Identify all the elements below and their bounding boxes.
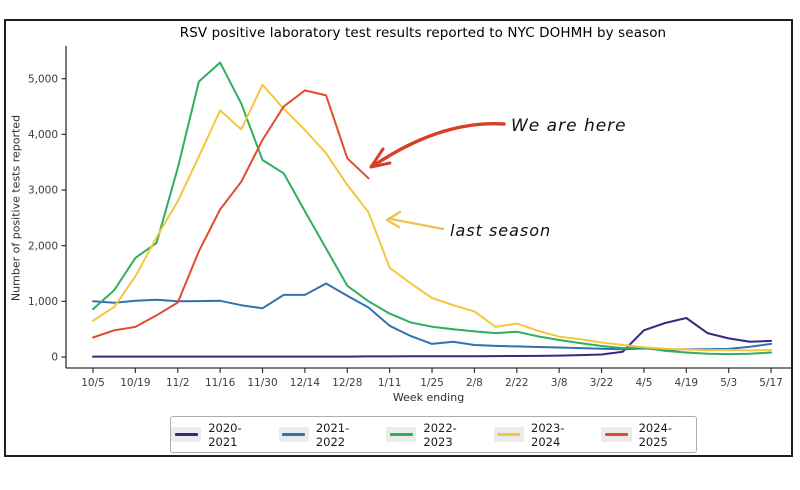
- x-tick-label: 5/3: [720, 377, 737, 389]
- x-tick-label: 12/14: [290, 377, 321, 389]
- legend-label: 2022-2023: [423, 420, 457, 449]
- y-tick-label: 0: [51, 352, 58, 364]
- x-tick-label: 11/30: [247, 377, 277, 389]
- legend-item-2020-2021: 2020-2021: [171, 421, 266, 449]
- legend-swatch-2020-2021: [171, 427, 202, 442]
- legend-swatch-2023-2024: [493, 427, 524, 442]
- y-tick-label: 4,000: [28, 129, 58, 141]
- legend-line-icon: [174, 433, 198, 436]
- x-tick-label: 10/19: [120, 377, 150, 389]
- x-tick-label: 5/17: [759, 377, 783, 389]
- legend-label: 2021-2022: [315, 420, 350, 449]
- annotation-last-season: last season: [450, 221, 552, 240]
- x-tick-label: 4/19: [675, 377, 699, 389]
- y-tick-label: 5,000: [28, 73, 58, 85]
- legend-line-icon: [497, 433, 521, 436]
- legend-item-2023-2024: 2023-2024: [493, 420, 589, 449]
- x-tick-label: 4/5: [635, 377, 652, 389]
- legend-item-2021-2022: 2021-2022: [278, 420, 374, 449]
- x-axis-label: Week ending: [392, 391, 465, 404]
- x-tick-label: 1/11: [378, 377, 402, 389]
- legend-label: 2020-2021: [208, 420, 242, 449]
- y-tick-label: 3,000: [28, 185, 58, 197]
- legend-swatch-2024-2025: [601, 427, 632, 442]
- data-lines: [92, 61, 773, 358]
- line-2020-2021: [92, 317, 773, 358]
- we-are-here-arrow: [369, 121, 506, 169]
- legend-line-icon: [282, 433, 306, 436]
- legend: 2020-2021 2021-2022 2022-2023 2023-2024 2024…: [170, 416, 697, 453]
- legend-label: 2023-2024: [531, 420, 565, 449]
- legend-item-2022-2023: 2022-2023: [386, 421, 481, 449]
- legend-line-icon: [604, 433, 628, 436]
- legend-line-icon: [389, 433, 413, 436]
- legend-label: 2024-2025: [638, 420, 673, 449]
- x-tick-label: 2/8: [466, 377, 483, 389]
- annotation-we-are-here: We are here: [511, 116, 627, 136]
- x-tick-label: 11/2: [166, 377, 190, 389]
- x-tick-label: 2/22: [505, 377, 529, 389]
- y-tick-label: 2,000: [28, 240, 58, 252]
- x-tick-label: 11/16: [205, 377, 236, 389]
- x-tick-label: 10/5: [81, 377, 105, 389]
- legend-swatch-2021-2022: [278, 427, 309, 442]
- line-2023-2024: [92, 83, 773, 352]
- line-2024-2025: [92, 89, 370, 339]
- figure-border: [4, 19, 793, 457]
- x-tick-label: 3/8: [551, 377, 568, 389]
- x-tick-label: 12/28: [332, 377, 362, 389]
- x-tick-label: 3/22: [590, 377, 614, 389]
- x-tick-label: 1/25: [420, 377, 444, 389]
- axes: 0 1,000 2,000 3,000 4,000 5,000 10/5 10/19 11/2 1…: [28, 46, 791, 389]
- y-tick-label: 1,000: [28, 296, 58, 308]
- legend-item-2024-2025: 2024-2025: [601, 421, 696, 449]
- line-2022-2023: [92, 61, 773, 356]
- chart-title: RSV positive laboratory test results rep…: [179, 25, 667, 41]
- last-season-arrow: [385, 210, 445, 231]
- legend-swatch-2022-2023: [386, 427, 417, 442]
- line-2021-2022: [92, 282, 773, 351]
